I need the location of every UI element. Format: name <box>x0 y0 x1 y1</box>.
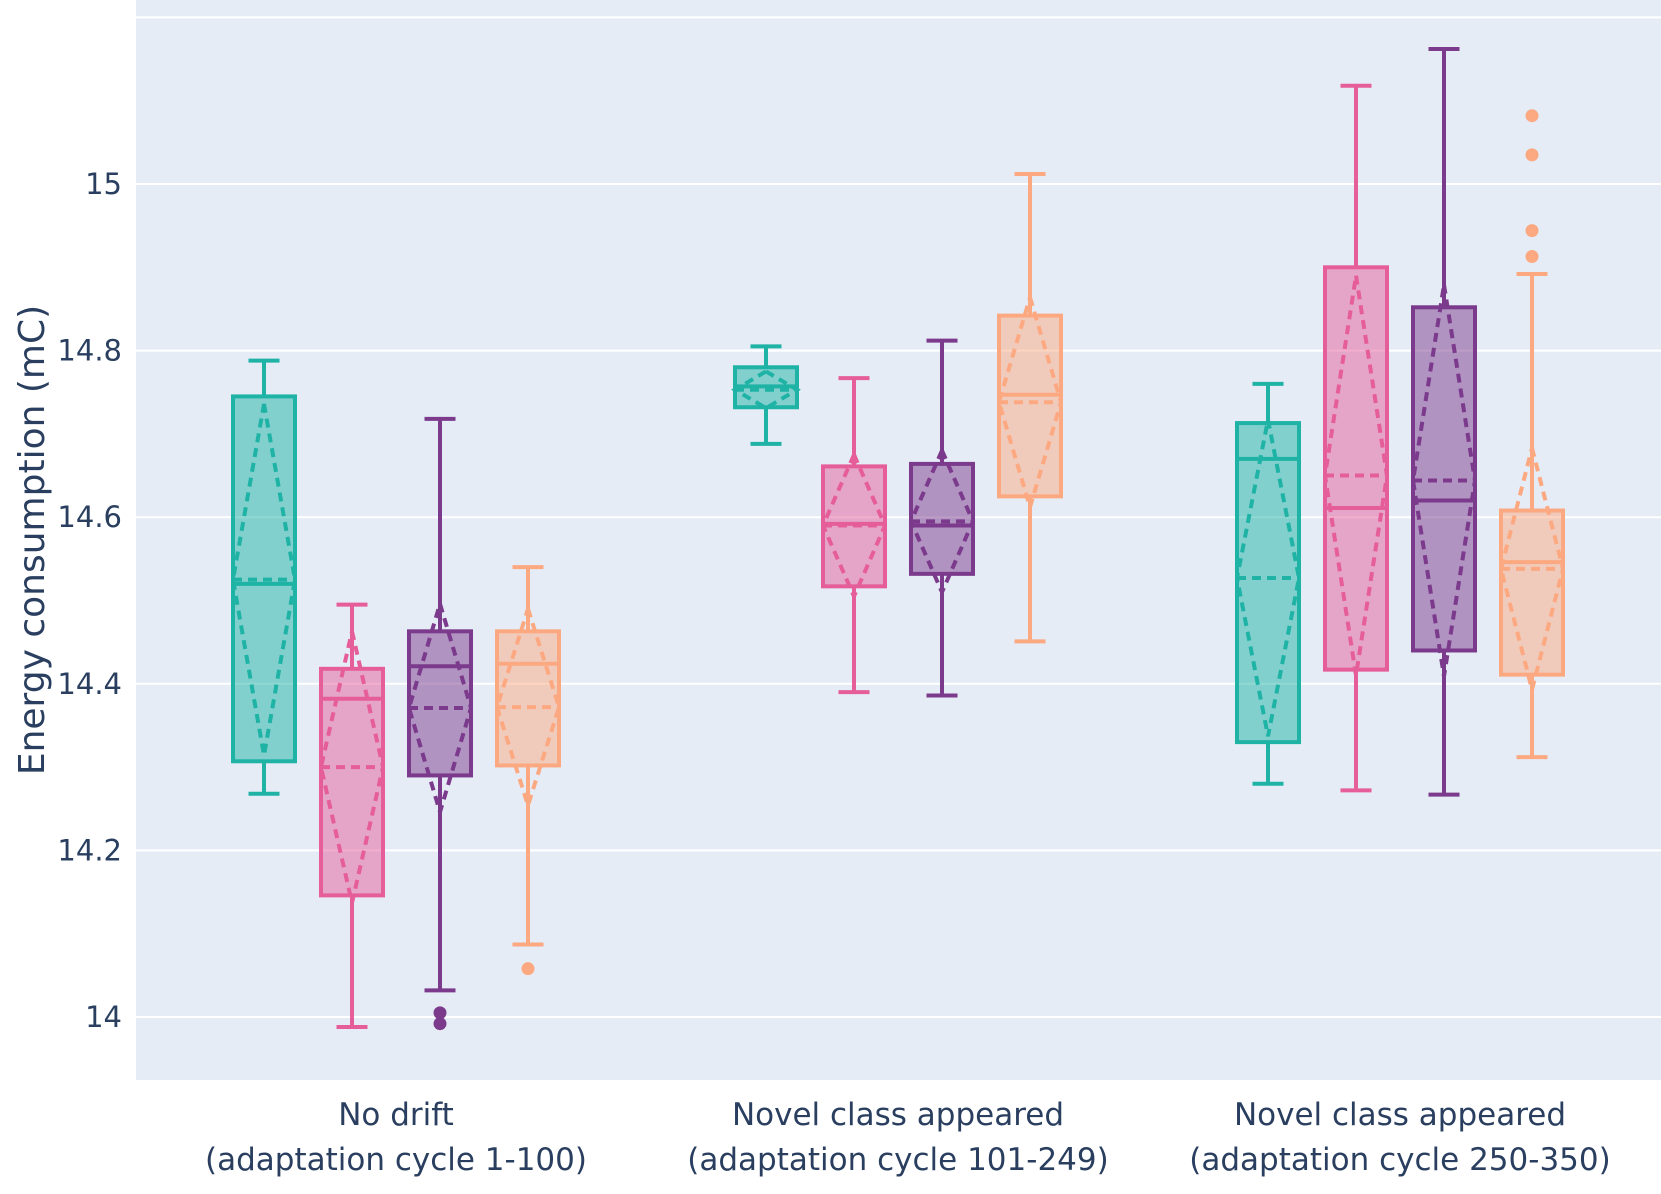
box-rect <box>1235 421 1301 745</box>
mean-sd-diamond <box>1498 447 1566 691</box>
box-trace <box>996 172 1064 644</box>
box-rect <box>1323 265 1389 672</box>
outlier-point <box>1525 109 1539 123</box>
box-rect <box>909 461 975 576</box>
mean-sd-diamond <box>1234 419 1302 737</box>
boxes-layer <box>230 47 1566 1031</box>
mean-sd-diamond <box>731 369 801 411</box>
x-tick-label-line1: Novel class appeared <box>1234 1097 1566 1133</box>
plot-background <box>136 0 1661 1080</box>
y-tick-label: 14.8 <box>57 334 122 368</box>
mean-sd-diamond <box>908 445 976 598</box>
x-tick-label-line2: (adaptation cycle 250-350) <box>1189 1142 1610 1178</box>
grid-layer <box>136 16 1661 1018</box>
mean-sd-diamond <box>406 596 474 820</box>
y-tick-label: 14 <box>85 1000 122 1034</box>
box-rect <box>319 666 385 898</box>
mean-sd-diamond <box>820 449 888 602</box>
y-tick-labels: 14 14.2 14.4 14.6 14.8 15 <box>57 167 122 1034</box>
box-rect <box>495 629 561 768</box>
box-trace <box>1498 109 1566 760</box>
outlier-point <box>1525 224 1539 238</box>
x-tick-labels: No drift (adaptation cycle 1-100) Novel cl… <box>205 1097 1611 1178</box>
x-tick-label-line2: (adaptation cycle 101-249) <box>687 1142 1108 1178</box>
outlier-point <box>1525 249 1539 263</box>
box-trace <box>1322 83 1390 793</box>
mean-sd-diamond <box>996 290 1064 515</box>
box-trace <box>318 602 386 1029</box>
box-trace <box>731 344 801 446</box>
y-tick-label: 15 <box>85 167 122 201</box>
y-tick-label: 14.2 <box>57 833 122 867</box>
box-rect <box>407 629 473 778</box>
x-tick-label-line1: No drift <box>338 1097 454 1133</box>
box-trace <box>1410 47 1478 797</box>
box-trace <box>820 376 888 695</box>
box-trace <box>494 565 562 976</box>
outlier-point <box>433 1017 447 1031</box>
mean-sd-diamond <box>1410 284 1478 677</box>
y-axis-title: Energy consumption (mC) <box>12 305 53 775</box>
box-rect <box>997 313 1063 499</box>
mean-sd-diamond <box>318 630 386 904</box>
y-tick-label: 14.6 <box>57 500 122 534</box>
box-trace <box>406 416 474 1031</box>
x-tick-label-line2: (adaptation cycle 1-100) <box>205 1142 587 1178</box>
mean-sd-diamond <box>494 602 562 813</box>
outlier-point <box>1525 148 1539 162</box>
y-tick-label: 14.4 <box>57 667 122 701</box>
x-tick-label-line1: Novel class appeared <box>732 1097 1064 1133</box>
box-trace <box>908 338 976 698</box>
box-rect <box>1499 508 1565 677</box>
outlier-point <box>521 962 535 976</box>
outlier-point <box>433 1006 447 1020</box>
box-trace <box>1234 381 1302 786</box>
box-trace <box>230 358 298 796</box>
